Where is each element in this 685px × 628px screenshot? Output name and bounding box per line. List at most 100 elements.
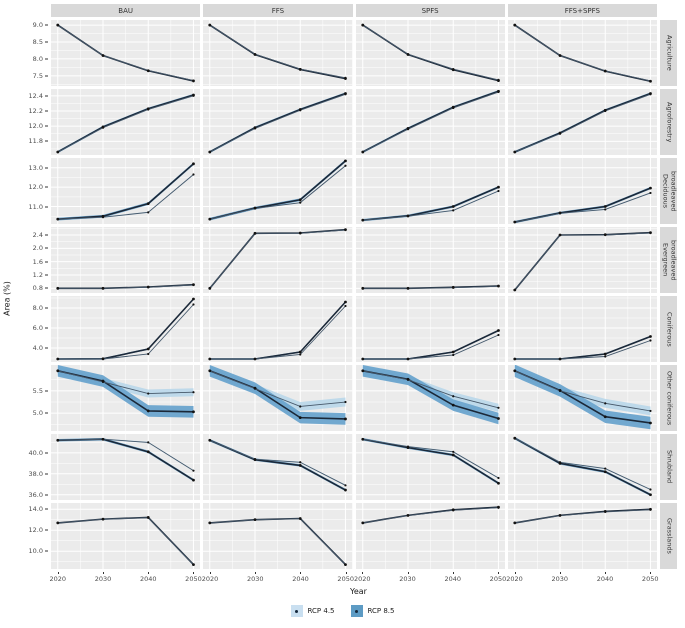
y-tick-mark <box>45 307 48 309</box>
x-tick-mark <box>514 572 516 574</box>
facet-panel <box>355 227 505 293</box>
y-tick-label: 2.4 <box>32 231 43 239</box>
facet-chart-grasslands-ffs <box>203 503 353 569</box>
facet-column-header: BAU <box>51 4 201 17</box>
axis-corner <box>4 572 48 585</box>
y-tick-label: 8.5 <box>32 38 43 46</box>
y-tick-label: 6.0 <box>32 324 43 332</box>
x-axis: 2020 2030 2040 2050 <box>202 572 354 585</box>
facet-panel <box>507 89 657 155</box>
facet-row-label: Coniferous <box>660 296 677 362</box>
facet-row-label: Agroforestry <box>660 89 677 155</box>
y-tick-mark <box>45 206 48 208</box>
y-tick-mark <box>45 347 48 349</box>
facet-panel <box>507 227 657 293</box>
facet-chart-agroforestry-spfs <box>355 89 505 155</box>
x-tick-mark <box>497 572 499 574</box>
facet-panel <box>355 20 505 86</box>
y-tick-mark <box>45 412 48 414</box>
facet-panel <box>51 296 201 362</box>
x-tick-mark <box>407 572 409 574</box>
facet-chart-shrubland-ffs+spfs <box>507 434 657 500</box>
x-tick-mark <box>255 572 257 574</box>
y-axis: 10.0 12.0 14.0 <box>4 503 48 569</box>
y-tick-label: 5.5 <box>32 386 43 395</box>
y-tick-mark <box>45 24 48 26</box>
x-tick-label: 2020 <box>354 575 371 583</box>
y-tick-label: 36.0 <box>28 490 43 499</box>
facet-panel <box>203 503 353 569</box>
y-tick-label: 10.0 <box>28 547 43 556</box>
facet-panel <box>355 89 505 155</box>
y-tick-mark <box>45 473 48 475</box>
x-axis: 2020 2030 2040 2050 <box>506 572 659 585</box>
y-tick-label: 1.6 <box>32 257 43 266</box>
facet-panel <box>51 503 201 569</box>
facet-chart-deciduous-broadleaved-bau <box>51 158 201 224</box>
facet-chart-grasslands-ffs+spfs <box>507 503 657 569</box>
y-tick-label: 7.5 <box>32 71 43 80</box>
x-axis-title: Year <box>350 587 367 596</box>
y-axis: 7.5 8.0 8.5 9.0 <box>4 20 48 86</box>
facet-panel <box>203 89 353 155</box>
y-axis: 11.8 12.0 12.2 12.4 <box>4 89 48 155</box>
y-tick-mark <box>45 274 48 276</box>
facet-chart-coniferous-spfs <box>355 296 505 362</box>
legend-label-rcp45: RCP 4.5 <box>307 607 335 615</box>
y-tick-label: 5.0 <box>32 409 43 418</box>
facet-panel <box>203 296 353 362</box>
x-tick-mark <box>604 572 606 574</box>
facet-panel <box>203 158 353 224</box>
y-tick-label: 9.0 <box>32 21 43 30</box>
facet-panel <box>355 158 505 224</box>
x-tick-label: 2030 <box>399 575 416 583</box>
x-tick-label: 2050 <box>489 575 507 583</box>
x-tick-label: 2050 <box>641 575 659 583</box>
facet-panel <box>507 296 657 362</box>
y-tick-mark <box>45 529 48 531</box>
facet-chart-agriculture-ffs+spfs <box>507 20 657 86</box>
y-tick-mark <box>45 75 48 77</box>
legend-item-rcp85: RCP 8.5 <box>350 605 395 617</box>
y-tick-label: 12.0 <box>28 526 43 535</box>
x-tick-label: 2030 <box>94 575 112 583</box>
facet-row-label: Agriculture <box>660 20 677 86</box>
facet-chart-evergreen-broadleaved-ffs+spfs <box>507 227 657 293</box>
rcp45-swatch-icon <box>290 605 303 617</box>
facet-panel <box>51 158 201 224</box>
facet-chart-agriculture-spfs <box>355 20 505 86</box>
facet-panel <box>203 434 353 500</box>
facet-panel <box>203 227 353 293</box>
facet-chart-deciduous-broadleaved-ffs <box>203 158 353 224</box>
y-tick-mark <box>45 452 48 454</box>
x-tick-mark <box>559 572 561 574</box>
y-axis: 0.8 1.2 1.6 2.0 2.4 <box>4 227 48 293</box>
y-tick-label: 12.4 <box>28 91 43 100</box>
x-tick-label: 2050 <box>185 575 202 583</box>
y-tick-label: 4.0 <box>32 344 43 352</box>
facet-panel <box>51 365 201 431</box>
facet-column-header: FFS <box>203 4 353 17</box>
y-tick-mark <box>45 167 48 169</box>
x-tick-mark <box>193 572 195 574</box>
y-axis: 4.0 6.0 8.0 <box>4 296 48 362</box>
facet-panel <box>203 20 353 86</box>
y-tick-label: 12.0 <box>28 183 43 192</box>
facet-chart-evergreen-broadleaved-bau <box>51 227 201 293</box>
x-axis: 2020 2030 2040 2050 <box>354 572 507 585</box>
facet-chart-shrubland-bau <box>51 434 201 500</box>
y-tick-mark <box>45 390 48 392</box>
x-tick-label: 2050 <box>337 575 354 583</box>
legend-label-rcp85: RCP 8.5 <box>367 607 395 615</box>
facet-row-label: Evergreen broadleaved <box>660 227 677 293</box>
facet-chart-agroforestry-bau <box>51 89 201 155</box>
x-tick-label: 2040 <box>292 575 309 583</box>
facet-chart-agriculture-ffs <box>203 20 353 86</box>
rcp85-swatch-icon <box>350 605 363 617</box>
facet-chart-deciduous-broadleaved-ffs+spfs <box>507 158 657 224</box>
y-tick-mark <box>45 494 48 496</box>
y-tick-label: 14.0 <box>28 505 43 514</box>
x-tick-mark <box>148 572 150 574</box>
x-tick-mark <box>57 572 59 574</box>
